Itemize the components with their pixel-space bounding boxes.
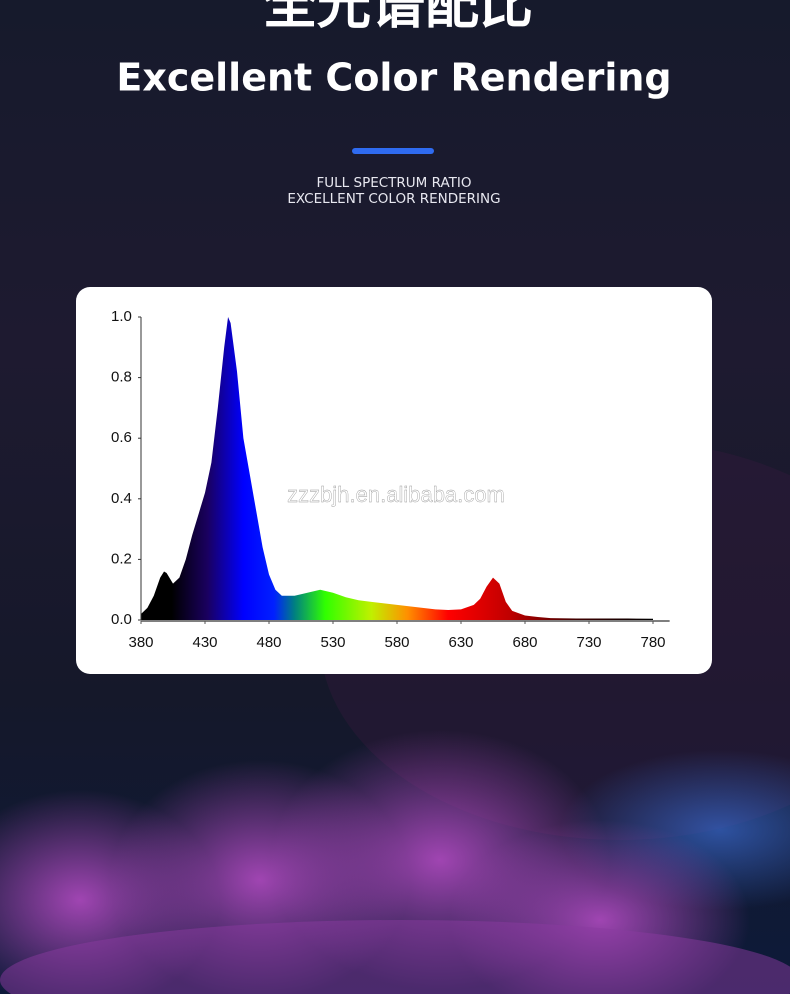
y-tick-label: 1.0 <box>111 308 132 325</box>
x-tick-label: 480 <box>256 634 281 651</box>
x-tick-label: 530 <box>320 634 345 651</box>
title: Excellent Color Rendering <box>116 56 671 100</box>
y-tick-label: 0.8 <box>111 369 132 386</box>
chart: 0.0 0.2 0.4 0.6 0.8 1.0 380 430 480 530 580 630 680 7… <box>111 308 670 651</box>
title-cn: 全光谱配比 <box>262 0 533 36</box>
y-tick-label: 0.4 <box>111 490 132 507</box>
subtitle: EXCELLENT COLOR RENDERING <box>287 191 500 207</box>
x-tick-label: 380 <box>128 634 153 651</box>
x-tick-label: 730 <box>576 634 601 651</box>
subtitle: FULL SPECTRUM RATIO <box>317 175 472 191</box>
x-tick-label: 580 <box>384 634 409 651</box>
y-tick-label: 0.6 <box>111 429 132 446</box>
x-tick-label: 680 <box>512 634 537 651</box>
y-tick-label: 0.2 <box>111 550 132 567</box>
watermark: zzzbjh.en.alibaba.com <box>287 482 505 507</box>
x-tick-label: 430 <box>192 634 217 651</box>
x-tick-label: 630 <box>448 634 473 651</box>
x-tick-label: 780 <box>640 634 665 651</box>
accent-bar <box>352 148 434 154</box>
y-tick-label: 0.0 <box>111 611 132 628</box>
spectrum-area <box>141 317 653 620</box>
